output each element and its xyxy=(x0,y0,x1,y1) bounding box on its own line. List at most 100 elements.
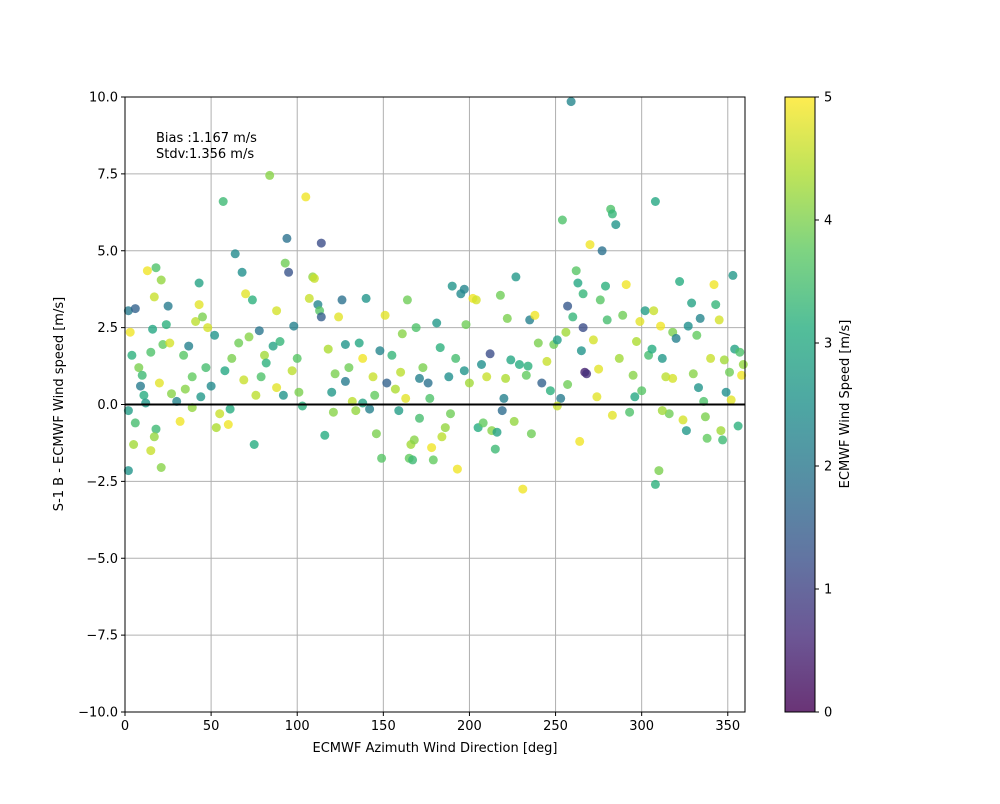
data-point xyxy=(726,395,736,405)
data-point xyxy=(239,375,249,385)
data-point xyxy=(180,384,190,394)
data-point xyxy=(225,404,235,414)
data-point xyxy=(301,192,311,202)
data-point xyxy=(566,97,576,107)
data-point xyxy=(211,423,221,433)
data-point xyxy=(309,273,319,283)
data-point xyxy=(148,324,158,334)
data-point xyxy=(187,372,197,382)
data-point xyxy=(184,341,194,351)
data-point xyxy=(337,295,347,305)
data-point xyxy=(387,350,397,360)
data-point xyxy=(241,289,251,299)
data-point xyxy=(251,390,261,400)
data-point xyxy=(482,372,492,382)
data-point xyxy=(411,323,421,333)
data-point xyxy=(477,360,486,369)
data-point xyxy=(415,413,424,423)
x-tick-label: 100 xyxy=(285,719,310,734)
data-point xyxy=(371,429,381,439)
data-point xyxy=(351,406,361,416)
data-point xyxy=(459,284,469,294)
data-point xyxy=(377,453,387,463)
data-point xyxy=(552,401,562,411)
data-point xyxy=(220,366,230,376)
data-point xyxy=(158,340,168,349)
data-point xyxy=(227,353,237,363)
data-point xyxy=(234,338,244,348)
data-point xyxy=(418,363,428,373)
data-point xyxy=(375,346,385,356)
data-point xyxy=(675,277,685,286)
data-point xyxy=(607,410,617,420)
data-point xyxy=(275,337,285,346)
data-point xyxy=(502,313,512,323)
data-point xyxy=(668,373,678,383)
data-point xyxy=(223,420,233,429)
data-point xyxy=(249,440,259,449)
stdv-annotation: Stdv:1.356 m/s xyxy=(156,147,254,162)
data-point xyxy=(694,383,703,393)
data-point xyxy=(256,372,266,382)
data-point xyxy=(575,436,585,446)
data-point xyxy=(582,369,592,379)
data-point xyxy=(139,390,149,400)
data-point xyxy=(588,335,598,345)
x-tick-label: 50 xyxy=(203,719,220,734)
data-point xyxy=(607,209,617,219)
data-point xyxy=(601,281,610,291)
data-point xyxy=(471,295,481,305)
data-point xyxy=(156,463,166,472)
data-point xyxy=(649,306,659,316)
data-point xyxy=(537,378,547,388)
bias-annotation: Bias :1.167 m/s xyxy=(156,131,257,146)
data-point xyxy=(557,215,567,225)
data-point xyxy=(490,444,500,454)
data-point xyxy=(272,306,282,316)
data-point xyxy=(194,300,204,310)
data-point xyxy=(156,275,166,285)
data-point xyxy=(380,310,390,320)
data-point xyxy=(340,340,350,349)
data-point xyxy=(597,246,607,256)
data-point xyxy=(123,406,133,416)
data-point xyxy=(218,197,228,206)
y-tick-label: 5.0 xyxy=(97,244,118,259)
data-point xyxy=(123,306,133,316)
x-tick-label: 0 xyxy=(121,719,129,734)
data-point xyxy=(706,353,716,363)
data-point xyxy=(297,401,307,411)
data-point xyxy=(316,312,326,322)
data-point xyxy=(492,427,502,437)
data-point xyxy=(437,432,447,442)
data-point xyxy=(692,330,702,340)
data-point xyxy=(695,313,705,323)
data-point xyxy=(576,346,586,356)
data-point xyxy=(287,366,297,376)
data-point xyxy=(671,333,681,343)
data-point xyxy=(151,424,161,434)
data-point xyxy=(592,392,602,402)
data-point xyxy=(563,380,573,389)
data-point xyxy=(289,321,299,331)
data-point xyxy=(396,367,406,377)
data-point xyxy=(637,386,647,396)
x-tick-label: 350 xyxy=(715,719,740,734)
data-point xyxy=(526,429,536,439)
data-point xyxy=(614,353,624,363)
data-point xyxy=(737,370,747,380)
data-point xyxy=(497,406,507,416)
data-point xyxy=(423,378,433,388)
data-point xyxy=(354,338,364,348)
data-point xyxy=(428,455,438,465)
data-point xyxy=(714,315,724,325)
data-point xyxy=(175,416,185,426)
data-point xyxy=(425,393,435,403)
data-point xyxy=(191,317,201,326)
y-tick-label: −10.0 xyxy=(78,706,118,721)
data-point xyxy=(683,321,693,331)
data-point xyxy=(247,295,257,305)
data-point xyxy=(618,310,628,320)
data-point xyxy=(630,392,640,402)
